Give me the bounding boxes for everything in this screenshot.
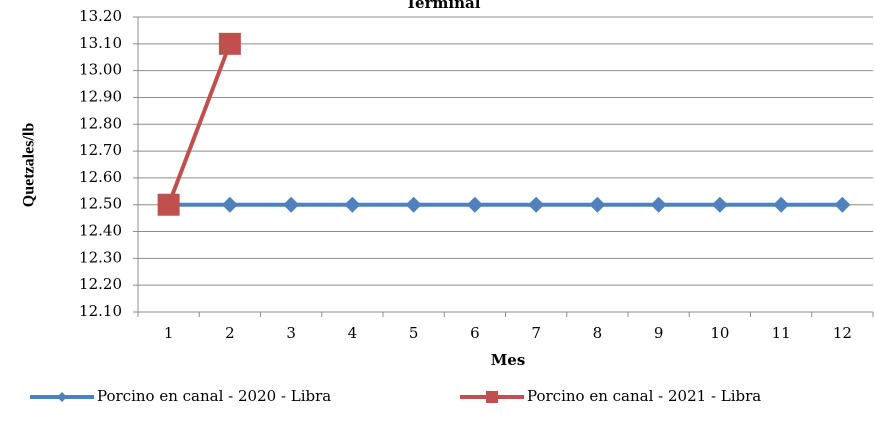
marker	[405, 196, 422, 213]
x-tick-label: 12	[833, 324, 852, 342]
legend-marker	[486, 391, 498, 403]
y-tick-label: 12.50	[79, 195, 122, 213]
marker	[773, 196, 790, 213]
y-tick-label: 13.20	[79, 7, 122, 25]
legend-item: Porcino en canal - 2021 - Libra	[460, 387, 761, 405]
marker	[344, 196, 361, 213]
y-axis-title: Quetzales/lb	[21, 123, 38, 208]
x-tick-label: 2	[225, 324, 235, 342]
marker	[283, 196, 300, 213]
x-tick-label: 3	[286, 324, 296, 342]
y-tick-label: 13.00	[79, 61, 122, 79]
y-tick-label: 13.10	[79, 34, 122, 52]
legend-marker	[57, 392, 67, 402]
x-tick-label: 4	[348, 324, 358, 342]
y-tick-label: 12.20	[79, 275, 122, 293]
marker	[711, 196, 728, 213]
x-tick-label: 9	[654, 324, 664, 342]
y-tick-label: 12.70	[79, 141, 122, 159]
legend-label: Porcino en canal - 2020 - Libra	[97, 387, 331, 405]
y-tick-label: 12.10	[79, 302, 122, 320]
marker	[221, 196, 238, 213]
legend-label: Porcino en canal - 2021 - Libra	[527, 387, 761, 405]
x-tick-label: 6	[470, 324, 480, 342]
y-tick-label: 12.80	[79, 114, 122, 132]
legend-item: Porcino en canal - 2020 - Libra	[30, 387, 331, 405]
x-tick-label: 1	[164, 324, 174, 342]
x-tick-label: 10	[710, 324, 729, 342]
y-tick-label: 12.60	[79, 168, 122, 186]
x-tick-label: 5	[409, 324, 419, 342]
marker	[466, 196, 483, 213]
y-tick-label: 12.90	[79, 87, 122, 105]
x-tick-label: 8	[593, 324, 603, 342]
marker	[589, 196, 606, 213]
y-tick-label: 12.40	[79, 222, 122, 240]
x-tick-label: 11	[772, 324, 791, 342]
marker	[157, 193, 180, 216]
marker	[834, 196, 851, 213]
y-tick-label: 12.30	[79, 248, 122, 266]
chart-title: Terminal	[406, 0, 481, 12]
marker	[650, 196, 667, 213]
marker	[218, 32, 241, 55]
series-line	[166, 43, 232, 206]
x-tick-label: 7	[531, 324, 541, 342]
marker	[528, 196, 545, 213]
x-axis-title: Mes	[491, 351, 526, 369]
